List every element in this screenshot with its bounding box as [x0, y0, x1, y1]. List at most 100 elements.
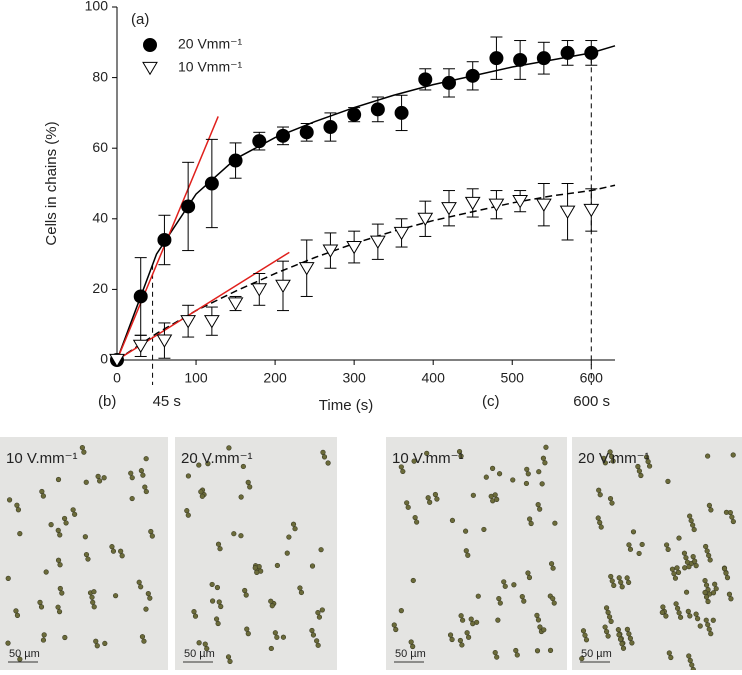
data-point [441, 202, 457, 216]
cell [646, 463, 653, 469]
cell [524, 466, 530, 472]
data-point [347, 107, 362, 122]
cell [706, 552, 712, 559]
cell [668, 654, 674, 661]
cell [712, 581, 718, 587]
cell [434, 496, 440, 502]
cell [5, 640, 11, 646]
cell [321, 454, 328, 460]
cell [702, 577, 708, 584]
cell [79, 445, 85, 451]
cell [393, 626, 399, 633]
cell [708, 631, 714, 637]
cell [511, 582, 517, 588]
cell [37, 599, 43, 605]
cell [513, 647, 519, 654]
cell [72, 511, 78, 517]
cell [663, 613, 669, 619]
cell [730, 518, 736, 525]
cell [226, 445, 232, 451]
cell [458, 453, 464, 459]
micrograph [0, 437, 168, 670]
cell [192, 613, 199, 619]
cell [682, 565, 688, 571]
legend-label: 10 Vmm⁻¹ [178, 59, 243, 75]
cell [496, 471, 503, 477]
cell [297, 585, 303, 591]
cell [252, 565, 258, 571]
data-point [560, 45, 575, 60]
cell [40, 637, 47, 643]
cell [705, 598, 711, 605]
cell [424, 450, 430, 456]
cell [603, 628, 610, 635]
cell [671, 571, 677, 577]
cell [14, 502, 20, 508]
cell [425, 495, 431, 501]
legend-marker [142, 61, 158, 76]
field-label: 10 V.mm⁻¹ [392, 450, 464, 467]
cell [692, 558, 698, 564]
cell [61, 515, 68, 522]
cell [456, 448, 463, 455]
cell [244, 626, 250, 632]
data-point [132, 339, 149, 354]
data-point [299, 125, 314, 140]
cell [138, 584, 144, 590]
cell [470, 621, 476, 627]
cell [142, 484, 148, 490]
y-tick-label: 40 [92, 210, 108, 226]
cell [527, 516, 533, 522]
cell [93, 638, 99, 644]
cell [91, 604, 97, 610]
cell [728, 596, 734, 602]
cell [227, 658, 233, 665]
cell [597, 519, 603, 526]
cell [136, 579, 142, 585]
cell [129, 475, 135, 481]
cell [672, 575, 679, 581]
cell [272, 630, 278, 636]
cell [59, 590, 65, 596]
data-point [369, 235, 386, 250]
cell [514, 652, 520, 658]
cell [616, 575, 622, 581]
data-point [442, 75, 456, 90]
cell [624, 575, 630, 581]
cell [225, 654, 232, 660]
cell [617, 636, 624, 642]
cell [534, 612, 540, 618]
data-point [418, 72, 433, 87]
cell [675, 569, 682, 575]
cell [319, 607, 325, 613]
cell [583, 637, 590, 643]
cell [91, 589, 97, 595]
y-tick-label: 20 [92, 280, 108, 296]
data-point [346, 240, 363, 255]
cell [609, 500, 615, 506]
data-point [275, 279, 291, 294]
cell [129, 495, 135, 502]
data-point [156, 334, 173, 348]
cell [674, 605, 681, 611]
cell [468, 616, 474, 622]
cell [685, 608, 691, 614]
cell [540, 455, 547, 461]
cell [89, 594, 95, 600]
cell [608, 618, 614, 624]
cell [525, 471, 531, 477]
scale-label: 50 µm [9, 648, 40, 660]
cell [102, 640, 108, 647]
cell [238, 494, 244, 500]
cell [17, 531, 23, 537]
cell [695, 616, 701, 622]
cell [82, 534, 88, 540]
cell [497, 600, 503, 606]
cell [199, 493, 205, 499]
scale-label: 50 µm [184, 648, 215, 660]
cell [242, 587, 248, 594]
x-tick-label: 200 [263, 370, 287, 386]
cell [502, 583, 508, 589]
cell [405, 504, 411, 510]
cell [659, 609, 665, 616]
